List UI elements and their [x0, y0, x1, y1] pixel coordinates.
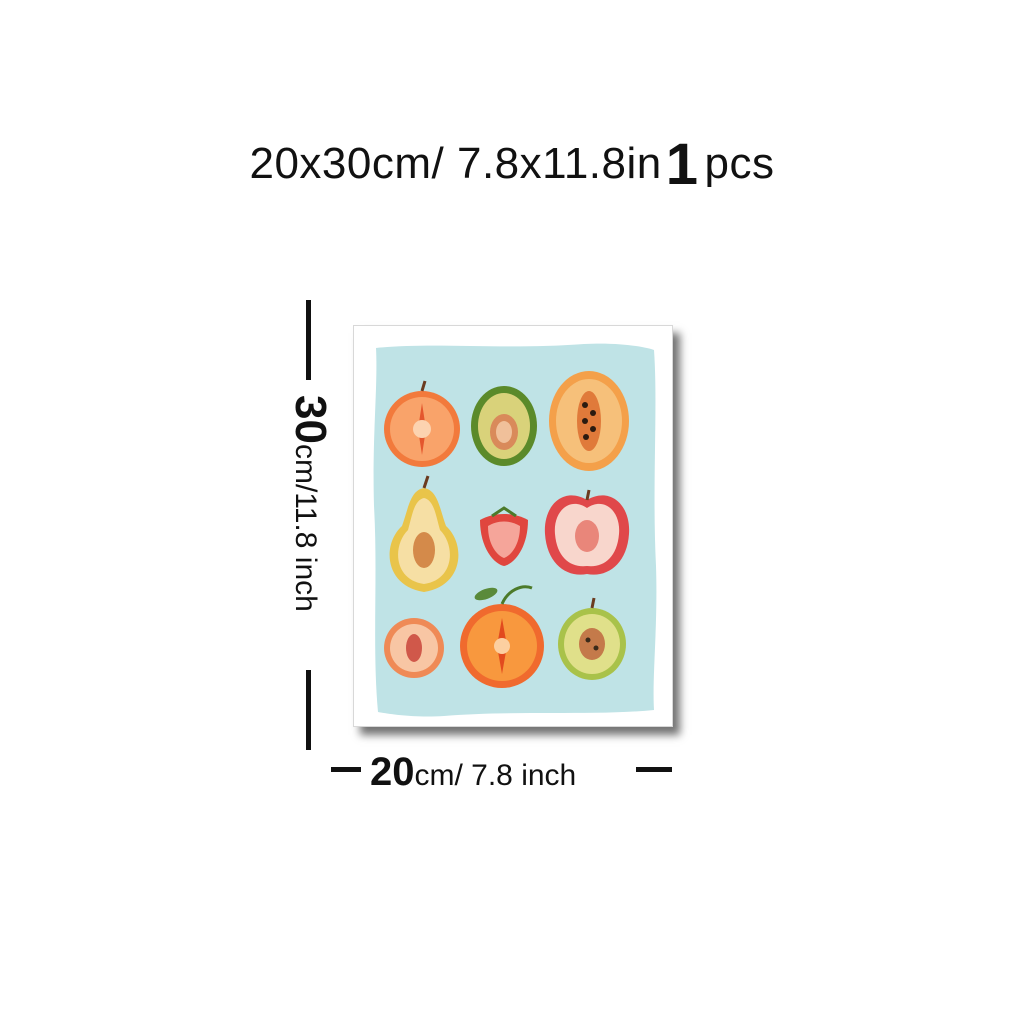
- height-number: 30: [286, 395, 335, 444]
- height-unit-text: cm/11.8 inch: [289, 443, 322, 612]
- width-dimension-line-right: [636, 767, 672, 772]
- height-dimension-line-top: [306, 300, 311, 380]
- strawberry-half: [480, 506, 528, 566]
- quantity-unit: pcs: [704, 139, 775, 188]
- size-text: 20x30cm/ 7.8x11.8in: [249, 139, 662, 188]
- quantity-number: 1: [665, 132, 699, 197]
- apple-half: [544, 489, 630, 575]
- width-dimension-line-left: [331, 767, 361, 772]
- height-dimension-label: 30cm/11.8 inch: [286, 395, 335, 665]
- papaya-half: [549, 371, 629, 471]
- avocado-half: [471, 386, 537, 466]
- height-dimension-line-bottom: [306, 670, 311, 750]
- fruit-poster: [353, 325, 673, 727]
- pear-half: [389, 475, 459, 592]
- peach-half: [384, 618, 444, 678]
- product-size-title: 20x30cm/ 7.8x11.8in1 pcs: [0, 136, 1024, 194]
- kiwi-apple-half: [558, 597, 626, 680]
- fruit-poster-illustration: [373, 343, 657, 717]
- width-unit-text: cm/ 7.8 inch: [414, 759, 577, 792]
- orange-half: [384, 380, 460, 467]
- tangerine-half: [460, 585, 544, 688]
- width-dimension-label: 20cm/ 7.8 inch: [370, 752, 576, 796]
- width-number: 20: [370, 750, 415, 794]
